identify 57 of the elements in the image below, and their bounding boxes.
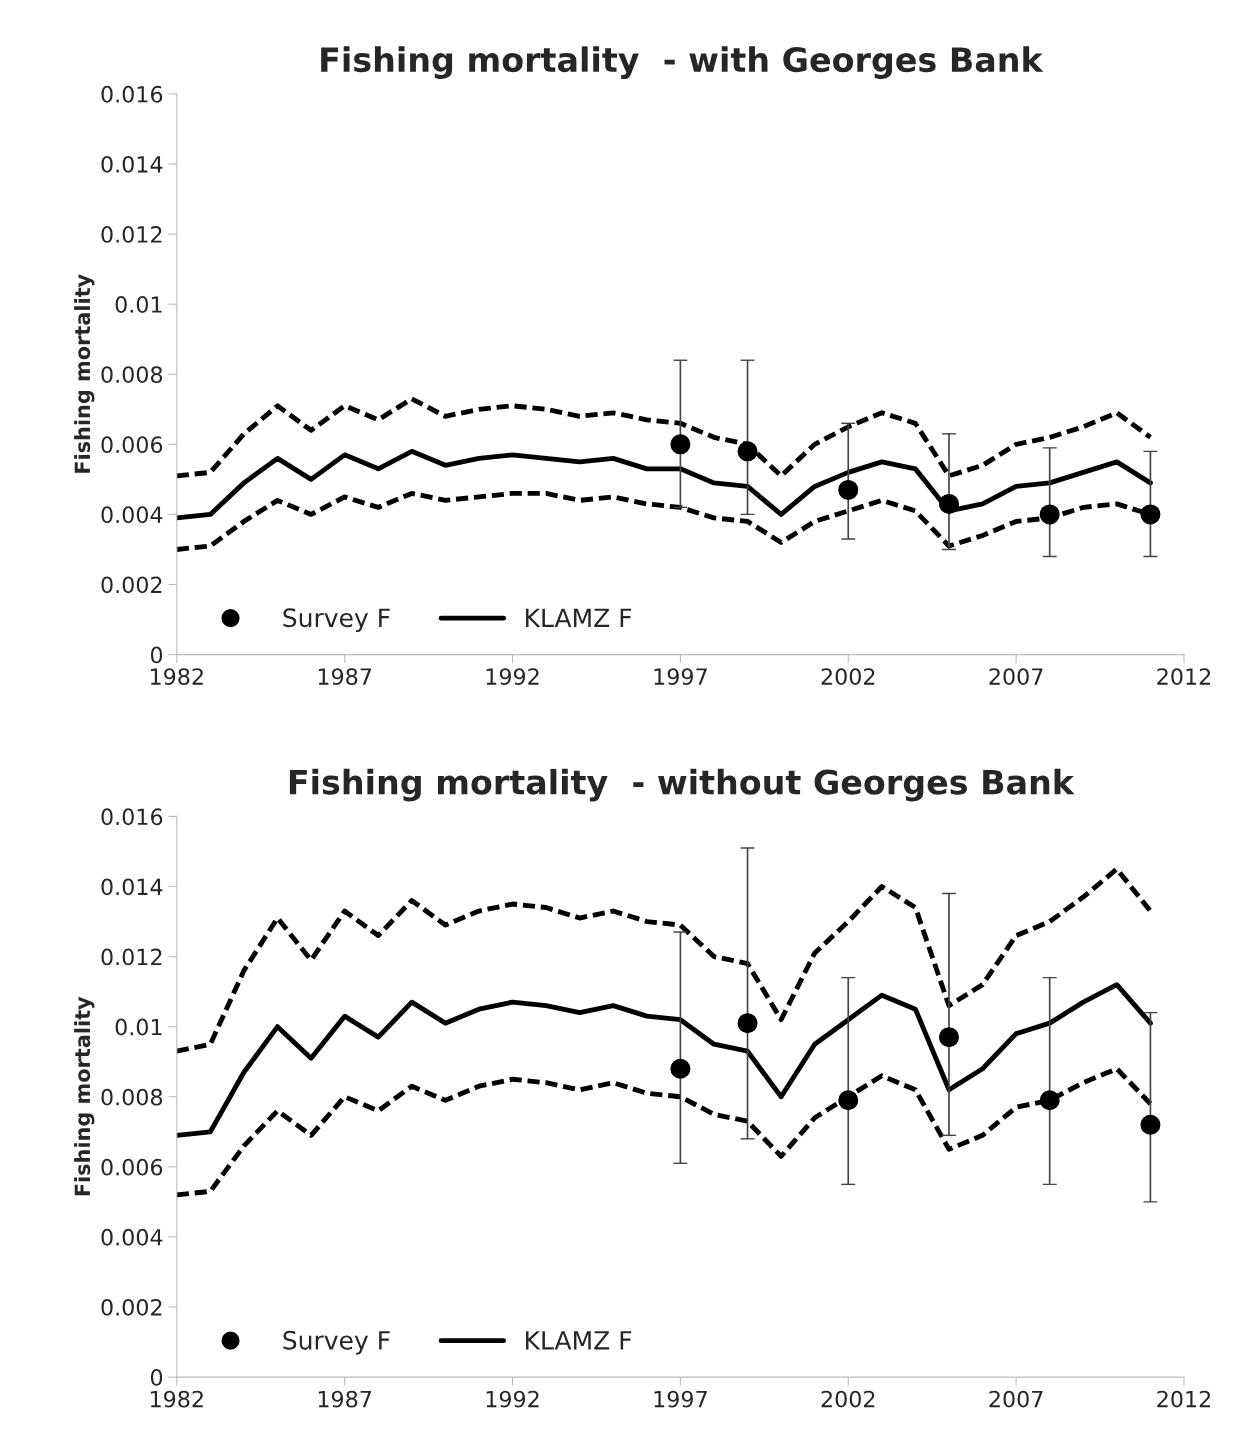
point bbox=[1140, 1114, 1161, 1135]
line-series bbox=[176, 1066, 1153, 1198]
point bbox=[670, 1058, 691, 1079]
y-tick-label: 0.002 bbox=[101, 576, 162, 594]
point bbox=[1140, 504, 1161, 525]
x-tick-label: 2012 bbox=[1157, 668, 1211, 685]
y-axis-title: Fishing mortality bbox=[74, 274, 95, 473]
x-tick-label: 1997 bbox=[654, 1390, 707, 1408]
y-tick-label: 0.01 bbox=[115, 296, 162, 313]
x-tick-label: 2007 bbox=[989, 1390, 1043, 1408]
x-tick-label: 2007 bbox=[989, 668, 1043, 685]
chart-title: Fishing mortality - with Georges Bank bbox=[321, 46, 1044, 79]
x-tick-label: 1992 bbox=[486, 668, 539, 685]
point bbox=[1039, 1090, 1060, 1111]
line-series bbox=[176, 396, 1153, 479]
y-tick-label: 0.014 bbox=[101, 878, 163, 896]
x-tick-label: 2012 bbox=[1157, 1390, 1211, 1408]
y-tick-label: 0.016 bbox=[101, 808, 163, 826]
y-tick-label: 0.006 bbox=[101, 1158, 163, 1176]
y-tick-label: 0.012 bbox=[101, 226, 162, 243]
point bbox=[838, 1090, 859, 1111]
point bbox=[838, 479, 859, 500]
y-axis-title: Fishing mortality bbox=[74, 996, 95, 1196]
y-tick-label: 0.016 bbox=[101, 85, 163, 103]
x-tick-label: 1982 bbox=[150, 668, 203, 685]
y-tick-label: 0.006 bbox=[101, 436, 163, 454]
line-series bbox=[176, 866, 1153, 1054]
line-series bbox=[176, 982, 1153, 1138]
point bbox=[1039, 504, 1060, 525]
legend-label: Survey F bbox=[283, 1330, 390, 1355]
point bbox=[938, 1027, 959, 1048]
y-tick-label: 0.004 bbox=[101, 1228, 163, 1246]
x-tick-label: 2002 bbox=[821, 668, 875, 685]
y-tick-label: 0 bbox=[150, 646, 163, 664]
x-tick-label: 1982 bbox=[150, 1390, 203, 1408]
y-tick-label: 0.01 bbox=[115, 1018, 162, 1036]
y-tick-label: 0.008 bbox=[101, 1088, 163, 1106]
legend-label: Survey F bbox=[283, 608, 390, 633]
point bbox=[737, 1013, 758, 1034]
x-tick-label: 1987 bbox=[318, 1390, 372, 1408]
y-tick-label: 0.014 bbox=[101, 155, 163, 173]
chart-title: Fishing mortality - without Georges Bank bbox=[289, 768, 1075, 802]
line-series bbox=[176, 448, 1153, 521]
x-tick-label: 1987 bbox=[318, 668, 372, 685]
y-tick-label: 0.012 bbox=[101, 948, 162, 966]
x-tick-label: 2002 bbox=[821, 1390, 875, 1408]
x-tick-label: 1997 bbox=[654, 668, 707, 685]
y-tick-label: 0.002 bbox=[101, 1298, 162, 1316]
legend-label: KLAMZ F bbox=[526, 608, 632, 627]
legend-label: KLAMZ F bbox=[526, 1331, 632, 1350]
y-tick-label: 0.008 bbox=[101, 366, 163, 384]
point bbox=[670, 434, 691, 455]
point bbox=[938, 493, 959, 514]
x-tick-label: 1992 bbox=[486, 1390, 539, 1408]
y-tick-label: 0 bbox=[150, 1369, 163, 1386]
y-tick-label: 0.004 bbox=[101, 506, 163, 524]
point bbox=[737, 441, 758, 462]
